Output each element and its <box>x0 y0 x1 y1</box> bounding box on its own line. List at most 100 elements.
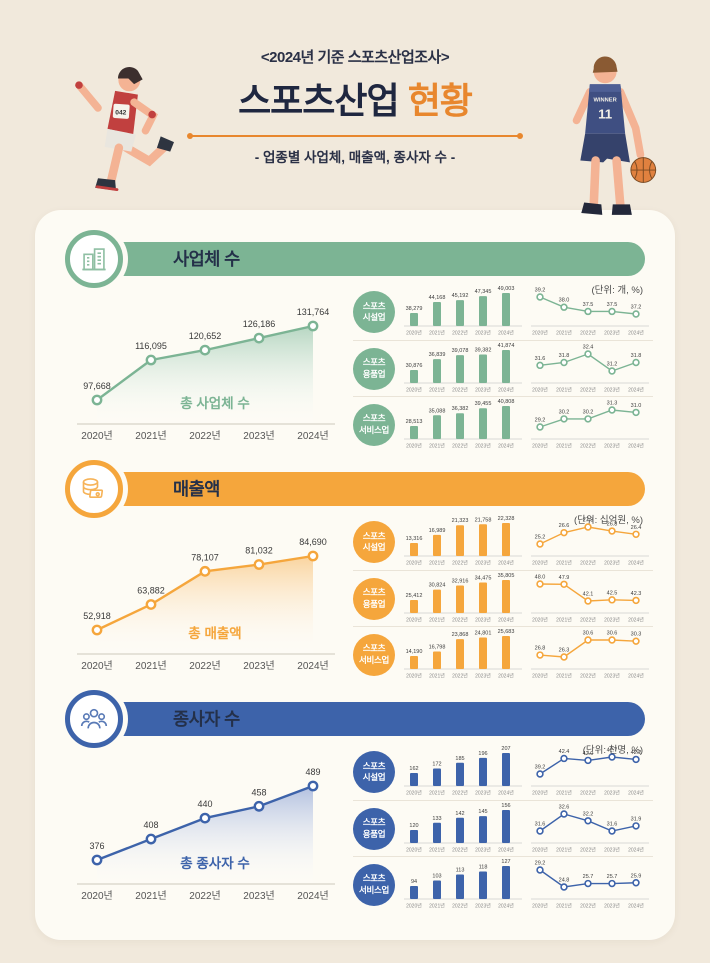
unit-label: (단위: 십억원, %) <box>573 515 643 526</box>
total-area-chart: 총 매출액 52,918 2020년 63,882 2021년 78,107 2022년 81… <box>77 537 335 672</box>
svg-text:42.1: 42.1 <box>583 591 594 597</box>
industry-line-chart: 31.6 2020년 31.8 2021년 32.4 2022년 31.2 2023년 31.8… <box>531 344 649 393</box>
svg-text:2024년: 2024년 <box>628 790 644 797</box>
svg-text:2024년: 2024년 <box>628 846 644 853</box>
svg-text:2022년: 2022년 <box>452 560 468 567</box>
svg-text:440: 440 <box>197 799 212 809</box>
svg-text:24,801: 24,801 <box>475 630 492 636</box>
svg-text:31.9: 31.9 <box>631 816 642 822</box>
runner-illustration: 042 <box>75 67 174 192</box>
svg-text:25.7: 25.7 <box>583 874 594 880</box>
svg-text:2024년: 2024년 <box>498 790 514 797</box>
svg-text:2020년: 2020년 <box>81 430 112 442</box>
industry-badge: 스포츠 서비스업 <box>353 403 395 446</box>
industry-line-chart: 29.2 2020년 30.2 2021년 30.2 2022년 31.3 2023년 31.0… <box>531 400 649 449</box>
svg-text:2021년: 2021년 <box>429 672 445 679</box>
svg-text:24.8: 24.8 <box>559 877 570 883</box>
svg-text:2024년: 2024년 <box>628 560 644 567</box>
svg-text:120,652: 120,652 <box>189 331 222 341</box>
svg-text:2020년: 2020년 <box>406 902 422 909</box>
svg-text:13,316: 13,316 <box>406 536 423 542</box>
total-area-chart: 총 종사자 수 376 2020년 408 2021년 440 2022년 458 2023년 4… <box>77 767 335 902</box>
svg-text:2022년: 2022년 <box>580 330 596 337</box>
industry-bar-chart: 162 2020년 172 2021년 185 2022년 196 2023년 207 2024년 <box>404 746 522 797</box>
unit-label: (단위: 개, %) <box>591 285 643 296</box>
svg-text:30.3: 30.3 <box>631 631 642 637</box>
section-header-pill: 사업체 수 <box>93 242 645 276</box>
svg-text:2022년: 2022년 <box>452 616 468 623</box>
svg-text:44,168: 44,168 <box>429 295 446 301</box>
svg-text:30,876: 30,876 <box>406 363 423 369</box>
svg-text:37.5: 37.5 <box>607 302 618 308</box>
svg-text:142: 142 <box>455 810 464 816</box>
svg-text:2023년: 2023년 <box>475 442 491 449</box>
industry-line-chart: 39.2 2020년 42.4 2021년 42.0 2022년 42.7 2023년 42.2… <box>531 748 649 797</box>
svg-text:22,328: 22,328 <box>498 516 515 522</box>
svg-text:2023년: 2023년 <box>604 790 620 797</box>
svg-text:116,095: 116,095 <box>135 341 167 351</box>
svg-text:2021년: 2021년 <box>135 660 166 672</box>
svg-text:2022년: 2022년 <box>580 616 596 623</box>
svg-text:49,003: 49,003 <box>498 286 515 292</box>
svg-text:2020년: 2020년 <box>406 846 422 853</box>
svg-text:총 매출액: 총 매출액 <box>188 625 241 641</box>
svg-text:2020년: 2020년 <box>532 846 548 853</box>
svg-text:196: 196 <box>478 751 487 757</box>
svg-text:2024년: 2024년 <box>498 846 514 853</box>
player-jersey-number: 11 <box>598 107 613 122</box>
runner-bib-number: 042 <box>115 110 126 117</box>
svg-text:26.3: 26.3 <box>559 647 570 653</box>
svg-text:2024년: 2024년 <box>297 890 328 902</box>
svg-text:31.6: 31.6 <box>607 821 618 827</box>
svg-text:45,192: 45,192 <box>452 293 469 299</box>
svg-text:2024년: 2024년 <box>498 616 514 623</box>
svg-text:16,798: 16,798 <box>429 644 446 650</box>
industry-row: 스포츠 시설업 38,279 2020년 44,168 2021년 45,192 2022년 4… <box>353 284 653 340</box>
industry-badge: 스포츠 용품업 <box>353 807 395 850</box>
svg-text:2020년: 2020년 <box>532 560 548 567</box>
svg-text:2021년: 2021년 <box>556 616 572 623</box>
svg-text:25.7: 25.7 <box>607 874 618 880</box>
svg-text:41,874: 41,874 <box>498 343 515 349</box>
svg-text:2023년: 2023년 <box>475 560 491 567</box>
svg-text:2020년: 2020년 <box>406 672 422 679</box>
svg-text:29.2: 29.2 <box>535 417 546 423</box>
industry-bar-chart: 30,876 2020년 36,839 2021년 39,078 2022년 39,382 2… <box>404 343 522 393</box>
svg-text:39.2: 39.2 <box>535 288 546 294</box>
svg-text:47,345: 47,345 <box>475 289 492 295</box>
svg-text:25.2: 25.2 <box>535 535 546 541</box>
svg-text:2020년: 2020년 <box>532 442 548 449</box>
svg-text:2022년: 2022년 <box>452 672 468 679</box>
svg-text:2020년: 2020년 <box>81 660 112 672</box>
industry-badge: 스포츠 서비스업 <box>353 633 395 676</box>
svg-text:2023년: 2023년 <box>604 902 620 909</box>
svg-text:2021년: 2021년 <box>429 442 445 449</box>
svg-text:156: 156 <box>501 803 510 809</box>
title-main: 스포츠산업 <box>238 80 400 121</box>
industry-badge: 스포츠 용품업 <box>353 347 395 390</box>
svg-text:78,107: 78,107 <box>191 552 219 562</box>
svg-text:27.3: 27.3 <box>583 518 594 524</box>
svg-text:26.4: 26.4 <box>631 525 642 531</box>
svg-text:63,882: 63,882 <box>137 585 165 595</box>
industry-row: 스포츠 용품업 30,876 2020년 36,839 2021년 39,078 2022년 3… <box>353 340 653 396</box>
section-icon-circle <box>65 460 123 518</box>
svg-text:38.0: 38.0 <box>559 298 570 304</box>
svg-text:42.3: 42.3 <box>631 590 642 596</box>
svg-text:162: 162 <box>409 766 418 772</box>
svg-text:48.0: 48.0 <box>535 574 546 580</box>
svg-text:31.8: 31.8 <box>631 353 642 359</box>
svg-text:2024년: 2024년 <box>628 672 644 679</box>
svg-text:2023년: 2023년 <box>604 846 620 853</box>
svg-text:2022년: 2022년 <box>580 442 596 449</box>
svg-text:2022년: 2022년 <box>580 672 596 679</box>
svg-text:2021년: 2021년 <box>429 902 445 909</box>
svg-text:489: 489 <box>305 767 320 777</box>
svg-text:31.6: 31.6 <box>535 355 546 361</box>
svg-text:97,668: 97,668 <box>83 381 111 391</box>
svg-text:2023년: 2023년 <box>475 902 491 909</box>
industry-line-chart: 29.2 2020년 24.8 2021년 25.7 2022년 25.7 2023년 25.9… <box>531 860 649 909</box>
svg-text:2021년: 2021년 <box>556 902 572 909</box>
svg-text:2022년: 2022년 <box>189 660 220 672</box>
svg-text:40,808: 40,808 <box>498 399 515 405</box>
